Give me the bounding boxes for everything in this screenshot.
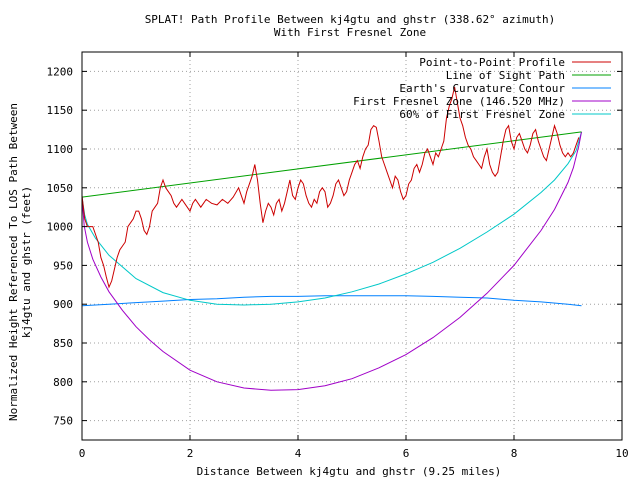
x-tick-label: 4 (295, 447, 302, 460)
x-axis-label: Distance Between kj4gtu and ghstr (9.25 … (197, 465, 502, 478)
chart-subtitle: With First Fresnel Zone (274, 26, 426, 39)
legend-label: Line of Sight Path (446, 69, 565, 82)
legend-label: First Fresnel Zone (146.520 MHz) (353, 95, 565, 108)
y-tick-label: 800 (53, 376, 73, 389)
y-tick-label: 1000 (47, 221, 74, 234)
series-line-0 (81, 86, 580, 289)
legend-label: 60% of First Fresnel Zone (399, 108, 565, 121)
x-tick-label: 8 (511, 447, 518, 460)
y-axis-label: Normalized Height Referenced To LOS Path… (7, 103, 33, 421)
chart-title: SPLAT! Path Profile Between kj4gtu and g… (145, 13, 556, 26)
series-line-4 (81, 131, 582, 306)
series-line-3 (81, 131, 582, 391)
y-axis-label-line2: kj4gtu and ghstr (feet) (20, 186, 33, 338)
y-tick-label: 1100 (47, 143, 74, 156)
y-tick-label: 900 (53, 298, 73, 311)
plot-frame (81, 51, 623, 441)
series-lines (81, 86, 582, 391)
x-tick-label: 10 (615, 447, 628, 460)
y-tick-label: 1050 (47, 182, 74, 195)
x-tick-label: 0 (79, 447, 86, 460)
y-tick-label: 1150 (47, 104, 74, 117)
x-tick-label: 2 (187, 447, 194, 460)
y-axis-label-line1: Normalized Height Referenced To LOS Path… (7, 103, 20, 421)
series-line-2 (81, 295, 582, 307)
legend-label: Point-to-Point Profile (419, 56, 565, 69)
y-tick-label: 950 (53, 259, 73, 272)
legend-label: Earth's Curvature Contour (399, 82, 565, 95)
y-tick-label: 850 (53, 337, 73, 350)
y-tick-label: 1200 (47, 65, 74, 78)
grid (82, 52, 622, 440)
y-tick-label: 750 (53, 415, 73, 428)
axis-ticks: 0 2 4 6 8 10 750 800 850 900 950 1000 1050 1100 1150 12… (47, 52, 629, 460)
x-tick-label: 6 (403, 447, 410, 460)
